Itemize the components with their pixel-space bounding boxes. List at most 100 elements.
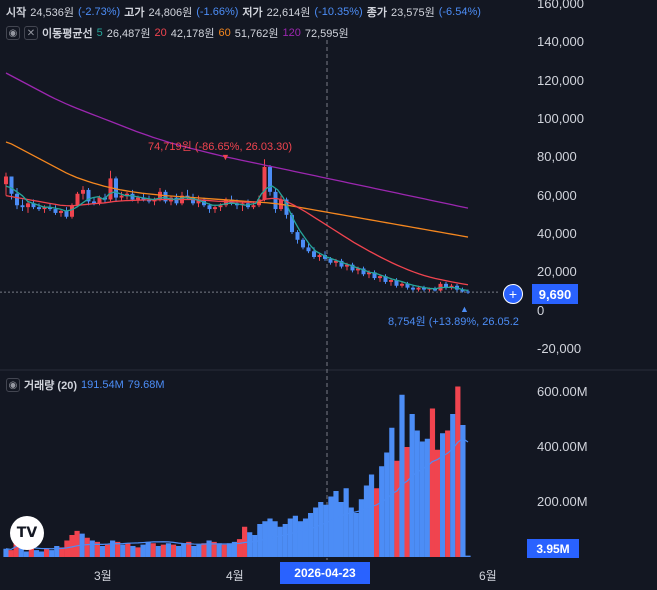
high-annotation: 74,719원 (-86.65%, 26.03.30): [148, 141, 293, 153]
eye-icon[interactable]: ◉: [6, 378, 20, 392]
ma20-period: 20: [154, 27, 167, 39]
candle-body: [196, 199, 201, 204]
candle-body: [15, 193, 19, 206]
candle-body: [427, 288, 432, 290]
close-value: 23,575원: [390, 7, 435, 19]
volume-bar: [374, 488, 380, 557]
candle-body: [460, 289, 465, 292]
x-tick-label: 3월: [94, 569, 112, 583]
volume-bar: [353, 513, 359, 557]
volume-bar: [313, 507, 319, 557]
volume-bar: [399, 394, 405, 557]
volume-bar: [110, 540, 116, 557]
candle-body: [328, 258, 333, 263]
volume-bar: [226, 543, 232, 557]
volume-bar: [404, 447, 410, 557]
volume-bar: [323, 504, 329, 557]
price-tick-label: 60,000: [537, 187, 577, 203]
price-tick-label: -20,000: [537, 341, 582, 356]
price-tick-label: 0: [537, 302, 545, 318]
volume-tick-label: 400.00M: [537, 439, 588, 454]
candle-body: [163, 191, 168, 202]
volume-bar: [333, 491, 339, 557]
candle-body: [345, 264, 349, 267]
volume-legend: ◉ 거래량 (20) 191.54M 79.68M: [6, 377, 165, 393]
volume-bar: [44, 548, 50, 557]
candle-body: [378, 276, 382, 279]
volume-bar: [384, 452, 390, 557]
open-change: (-2.73%): [78, 6, 121, 18]
candle-body: [367, 272, 371, 275]
volume-bar: [150, 543, 156, 557]
ma5-value: 26,487원: [106, 28, 151, 40]
candle-body: [207, 205, 212, 210]
volume-bar: [460, 425, 466, 557]
eye-icon[interactable]: ◉: [6, 26, 20, 40]
candle-body: [48, 207, 52, 210]
candle-body: [284, 199, 289, 215]
price-tick-label: 140,000: [537, 34, 584, 50]
candle-body: [125, 193, 129, 196]
volume-bar: [211, 541, 217, 557]
ma60-line: [5, 141, 469, 238]
volume-bar: [252, 535, 258, 557]
volume-bar: [33, 550, 40, 557]
volume-value-2: 79.68M: [127, 379, 165, 391]
candle-body: [213, 207, 217, 210]
volume-bar: [38, 551, 45, 557]
candle-body: [9, 176, 14, 194]
volume-bar: [414, 430, 420, 557]
volume-bar: [308, 513, 314, 557]
current-price-tag: 9,690: [532, 284, 578, 304]
volume-bar: [140, 544, 146, 557]
candle-body: [449, 285, 454, 288]
open-label: 시작: [6, 7, 27, 19]
volume-bar: [99, 546, 106, 557]
volume-bar: [272, 521, 278, 557]
volume-tick-label: 600.00M: [537, 384, 588, 399]
price-tick-label: 40,000: [537, 226, 577, 241]
low-label: 저가: [242, 7, 263, 19]
close-change: (-6.54%): [438, 6, 481, 18]
tradingview-logo[interactable]: TV: [10, 516, 44, 550]
high-marker: ▼: [221, 152, 230, 162]
candle-body: [75, 193, 80, 206]
volume-bar: [18, 547, 24, 557]
candle-body: [306, 247, 311, 252]
ma60-value: 51,762원: [234, 28, 279, 40]
volume-label: 거래량 (20): [24, 380, 77, 392]
volume-bar: [104, 544, 111, 557]
low-change: (-10.35%): [314, 6, 363, 18]
price-tick-label: 160,000: [537, 0, 584, 11]
ma120-line: [5, 72, 469, 209]
open-value: 24,536원: [30, 7, 75, 19]
volume-bar: [165, 543, 172, 557]
volume-bar: [379, 466, 385, 557]
high-value: 24,806원: [148, 7, 193, 19]
candle-body: [42, 207, 47, 210]
volume-bar: [434, 449, 441, 557]
high-label: 고가: [124, 7, 145, 19]
candle-body: [70, 205, 74, 217]
volume-bar: [231, 541, 238, 557]
candle-body: [251, 205, 256, 208]
candle-body: [339, 260, 344, 267]
candle-body: [141, 197, 146, 200]
plus-icon[interactable]: +: [503, 284, 523, 304]
candle-body: [361, 268, 366, 275]
candle-body: [20, 205, 25, 208]
close-icon[interactable]: ✕: [24, 26, 38, 40]
volume-bar: [221, 544, 227, 557]
volume-bar: [277, 526, 283, 557]
volume-bar: [64, 540, 70, 557]
candle-body: [218, 205, 223, 208]
ohlc-legend: 시작 24,536원 (-2.73%) 고가 24,806원 (-1.66%) …: [6, 4, 481, 20]
volume-bar: [445, 430, 451, 557]
candle-body: [317, 255, 322, 257]
volume-bar: [424, 438, 430, 557]
volume-bar: [201, 543, 207, 557]
volume-bar: [358, 499, 364, 557]
candle-body: [290, 214, 294, 233]
high-change: (-1.66%): [196, 6, 239, 18]
